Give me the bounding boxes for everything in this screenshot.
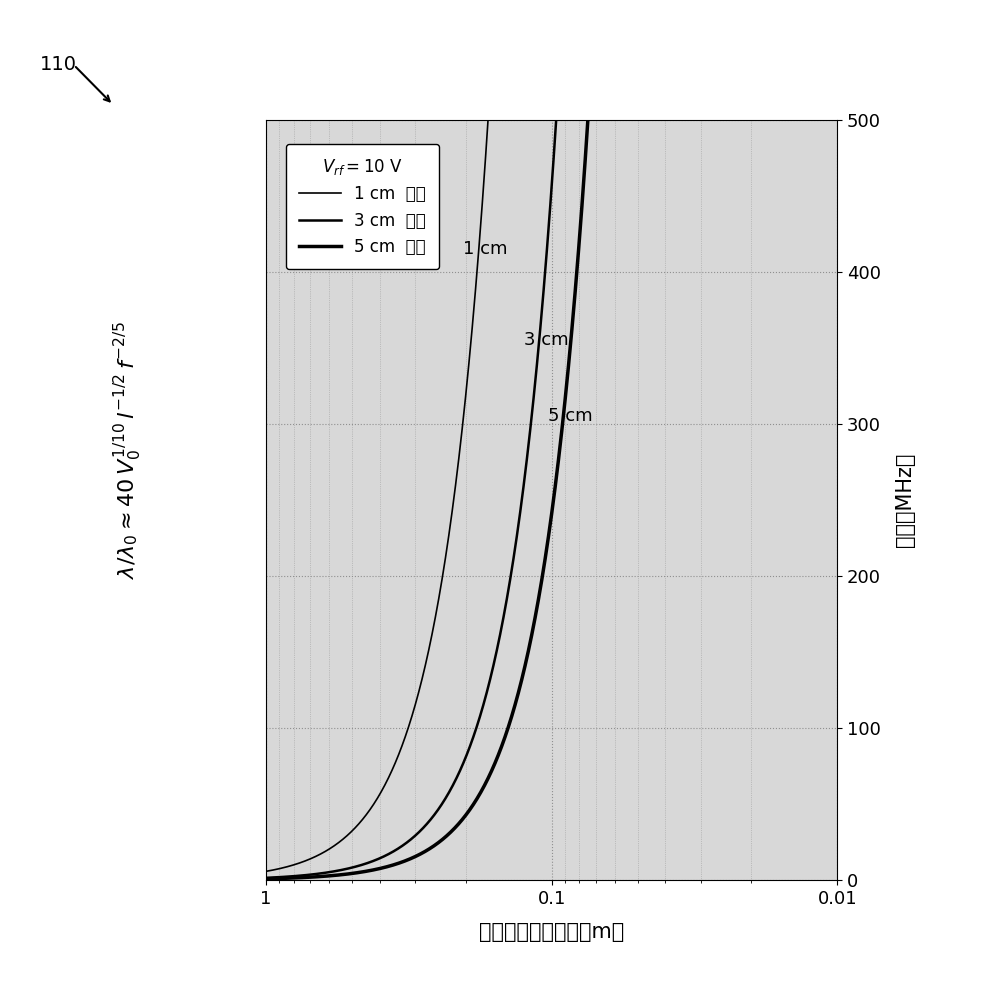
Text: 1 cm: 1 cm <box>463 240 507 258</box>
Text: 110: 110 <box>39 55 77 74</box>
Text: 3 cm: 3 cm <box>524 331 568 349</box>
Legend: 1 cm  间隙, 3 cm  间隙, 5 cm  间隙: 1 cm 间隙, 3 cm 间隙, 5 cm 间隙 <box>286 144 439 269</box>
Y-axis label: 频率（MHz）: 频率（MHz） <box>894 453 915 547</box>
X-axis label: 媒介中的电磁波长（m）: 媒介中的电磁波长（m） <box>479 922 624 942</box>
Text: $\lambda/\lambda_0 \approx 40\,V_0^{1/10}\,l^{-1/2}\,f^{-2/5}$: $\lambda/\lambda_0 \approx 40\,V_0^{1/10… <box>112 321 144 579</box>
Text: 5 cm: 5 cm <box>549 407 593 425</box>
